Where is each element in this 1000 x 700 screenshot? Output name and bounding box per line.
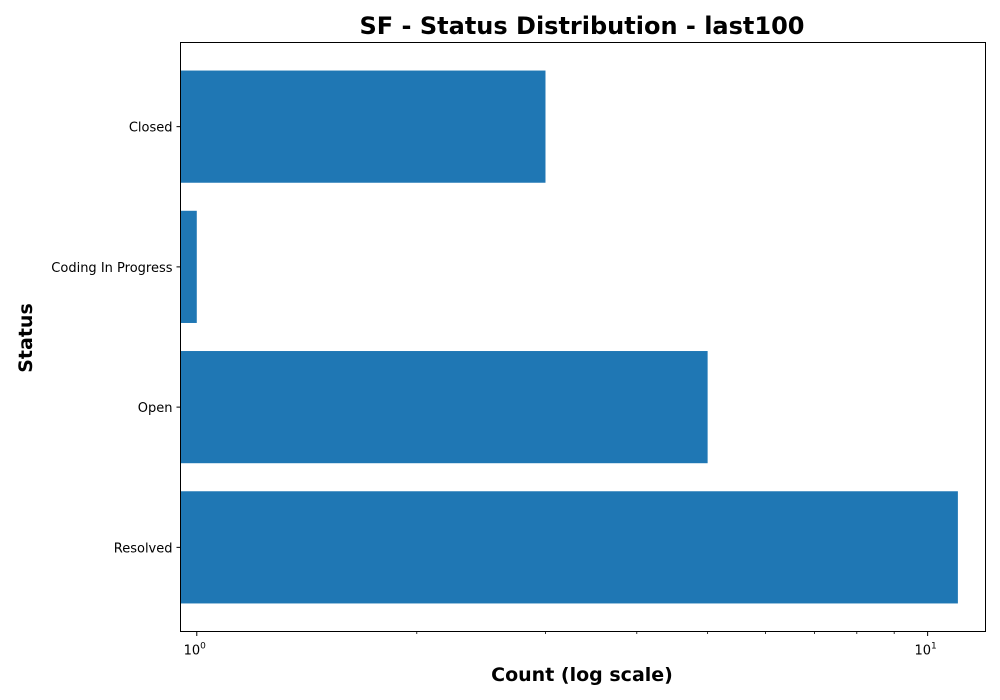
chart-title: SF - Status Distribution - last100 [360, 12, 805, 40]
x-tick-label: 101 [914, 642, 936, 659]
y-tick-label-open: Open [138, 401, 173, 416]
bar-closed [180, 70, 546, 183]
bar-resolved [180, 491, 958, 604]
x-axis-label: Count (log scale) [491, 664, 673, 686]
bar-coding-in-progress [180, 210, 197, 323]
y-tick-label-resolved: Resolved [114, 541, 173, 556]
plot-frame [180, 42, 986, 632]
y-tick-label-coding-in-progress: Coding In Progress [51, 261, 172, 276]
y-tick-label-closed: Closed [129, 121, 173, 136]
y-axis-label: Status [15, 303, 37, 373]
y-axis-ticks: Closed Coding In Progress Open Resolved [51, 121, 181, 556]
x-axis-ticks: 100 101 [184, 631, 937, 659]
bar-open [180, 351, 708, 464]
x-tick-label: 100 [184, 642, 207, 659]
bars-layer [180, 70, 958, 604]
